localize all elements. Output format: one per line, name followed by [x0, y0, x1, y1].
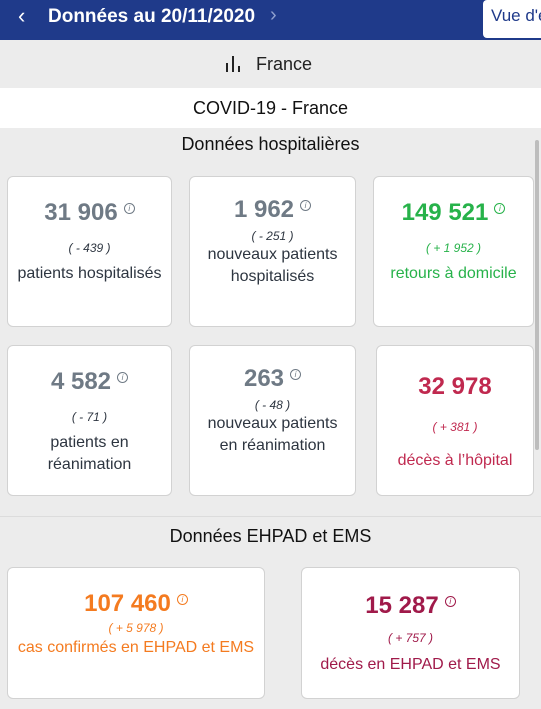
card-value: 15 287 i	[302, 592, 519, 620]
hospitalized-card[interactable]: 31 906 i ( - 439 ) patients hospitalisés	[7, 176, 172, 327]
hospital-deaths-card[interactable]: 32 978 ( + 381 ) décès à l’hôpital	[376, 345, 534, 496]
hospital-section-title: Données hospitalières	[181, 134, 360, 154]
card-value: 4 582 i	[8, 368, 171, 396]
card-delta: ( - 439 )	[68, 241, 111, 255]
returned-home-card[interactable]: 149 521 i ( + 1 952 ) retours à domicile	[373, 176, 534, 327]
new-icu-card[interactable]: 263 i ( - 48 ) nouveaux patients en réani…	[189, 345, 356, 496]
info-circle-icon[interactable]: i	[494, 203, 506, 214]
info-circle-icon[interactable]: i	[290, 369, 302, 380]
info-circle-icon[interactable]: i	[300, 200, 312, 211]
ehpad-section-title: Données EHPAD et EMS	[169, 526, 372, 546]
card-delta: ( - 48 )	[254, 398, 291, 412]
card-delta: ( + 5 978 )	[108, 621, 164, 635]
ehpad-deaths-card[interactable]: 15 287 i ( + 757 ) décès en EHPAD et EMS	[301, 567, 520, 699]
card-label: nouveaux patients en réanimation	[207, 415, 338, 454]
info-circle-icon[interactable]: i	[117, 372, 129, 383]
card-label: cas confirmés en EHPAD et EMS	[17, 639, 255, 656]
new-hospitalized-card[interactable]: 1 962 i ( - 251 ) nouveaux patients hospi…	[189, 176, 356, 327]
card-label: décès à l’hôpital	[397, 452, 513, 469]
card-delta: ( + 757 )	[387, 631, 434, 645]
date-label: Données au 20/11/2020	[48, 6, 256, 27]
card-label: décès en EHPAD et EMS	[320, 656, 501, 673]
chevron-right-icon[interactable]: ›	[270, 4, 277, 26]
card-value: 31 906 i	[8, 199, 171, 227]
region-label: France	[256, 54, 313, 74]
card-delta: ( + 1 952 )	[425, 241, 482, 255]
card-label: retours à domicile	[390, 265, 517, 282]
section-divider	[0, 516, 541, 517]
card-value: 263 i	[190, 365, 355, 393]
info-circle-icon[interactable]: i	[444, 596, 456, 607]
card-value: 1 962 i	[190, 196, 355, 224]
chevron-left-icon[interactable]: ‹	[18, 3, 26, 28]
card-delta: ( - 71 )	[71, 410, 108, 424]
info-circle-icon[interactable]: i	[176, 594, 188, 605]
card-label: nouveaux patients hospitalisés	[207, 246, 338, 285]
region-selector[interactable]: France	[0, 40, 541, 88]
card-value: 32 978	[418, 373, 492, 400]
card-delta: ( - 251 )	[251, 229, 294, 243]
card-delta: ( + 381 )	[432, 420, 478, 434]
page-title: COVID-19 - France	[0, 88, 541, 128]
icu-card[interactable]: 4 582 i ( - 71 ) patients en réanimation	[7, 345, 172, 496]
bar-chart-icon	[225, 56, 241, 72]
card-label: patients en réanimation	[47, 434, 132, 473]
ehpad-cases-card[interactable]: 107 460 i ( + 5 978 ) cas confirmés en EH…	[7, 567, 265, 699]
view-button[interactable]: Vue d'e	[483, 0, 541, 38]
top-bar: ‹ Données au 20/11/2020 › Vue d'e	[0, 0, 541, 40]
card-label: patients hospitalisés	[17, 265, 162, 282]
scrollbar[interactable]	[535, 140, 539, 450]
info-circle-icon[interactable]: i	[123, 203, 135, 214]
card-value: 107 460 i	[8, 590, 264, 618]
card-value: 149 521 i	[374, 199, 533, 227]
